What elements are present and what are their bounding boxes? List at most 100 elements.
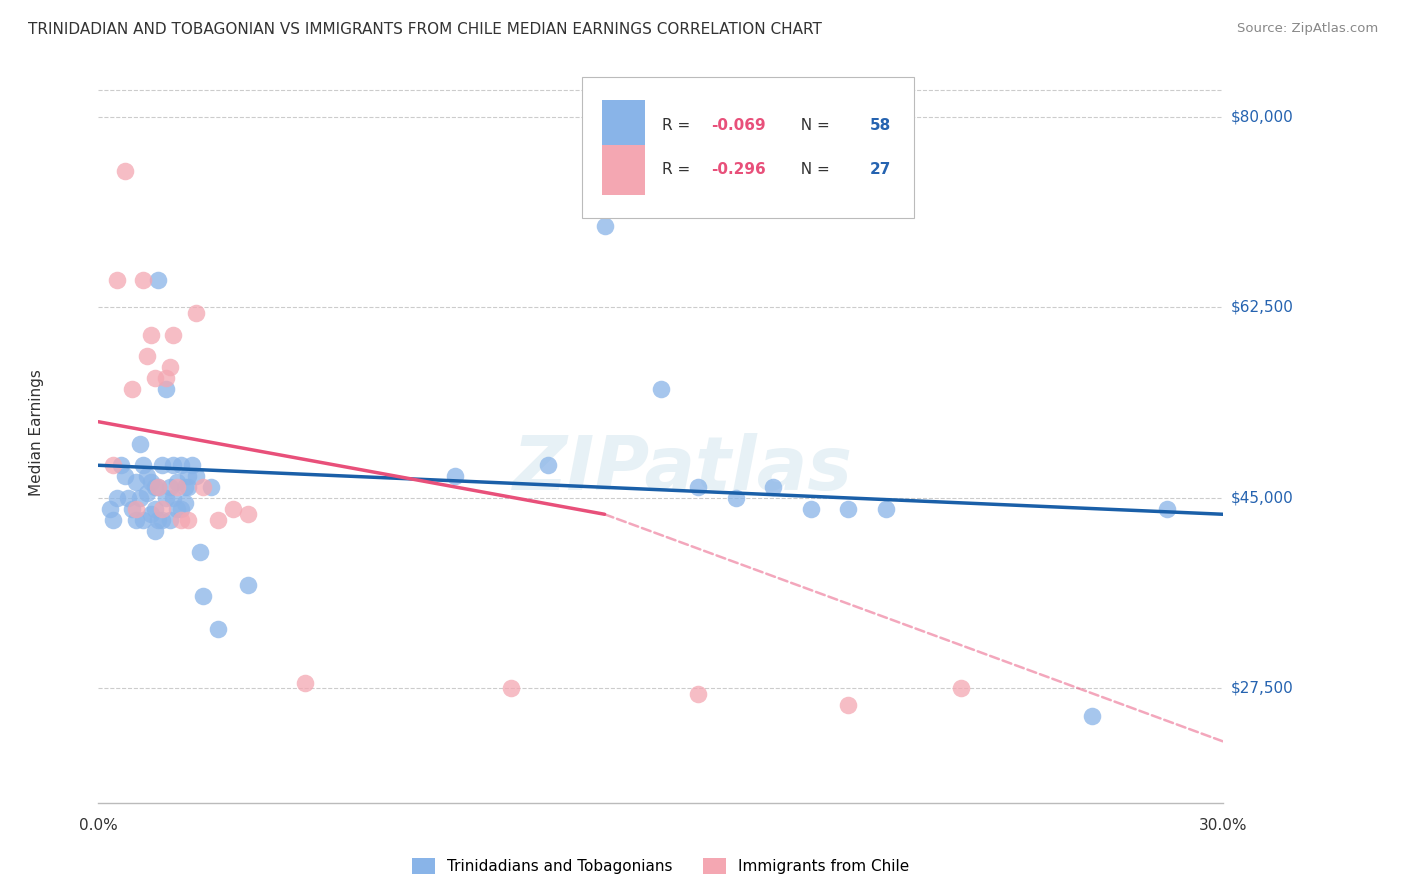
Text: N =: N = [792, 118, 835, 133]
Point [155, 491, 177, 505]
Point [181, 458, 204, 473]
Point [139, 327, 162, 342]
Point [155, 382, 177, 396]
Point [837, 698, 859, 712]
Point [207, 622, 229, 636]
Point [170, 501, 193, 516]
Point [132, 273, 155, 287]
Point [148, 513, 170, 527]
Point [238, 578, 260, 592]
Point [166, 501, 188, 516]
Point [136, 350, 159, 364]
Point [143, 501, 166, 516]
Point [173, 496, 195, 510]
Point [159, 360, 181, 375]
Point [688, 687, 710, 701]
Point [162, 458, 184, 473]
Point [150, 501, 173, 516]
Point [875, 501, 897, 516]
Point [238, 508, 260, 522]
Point [170, 513, 193, 527]
Point [159, 513, 181, 527]
Point [499, 681, 522, 696]
Point [125, 501, 148, 516]
Point [128, 436, 150, 450]
Point [103, 513, 125, 527]
Text: -0.296: -0.296 [711, 162, 766, 178]
Point [105, 273, 128, 287]
Text: 27: 27 [870, 162, 891, 178]
Text: ZIPatlas: ZIPatlas [513, 434, 853, 506]
Point [222, 501, 245, 516]
Point [177, 469, 200, 483]
Point [128, 491, 150, 505]
Point [177, 480, 200, 494]
Point [162, 491, 184, 505]
Point [1156, 501, 1178, 516]
Point [166, 475, 188, 489]
Text: 0.0%: 0.0% [79, 818, 118, 832]
Point [143, 524, 166, 538]
Text: Median Earnings: Median Earnings [30, 369, 44, 496]
Text: R =: R = [662, 118, 695, 133]
Point [148, 480, 170, 494]
Point [162, 327, 184, 342]
Point [443, 469, 465, 483]
Point [132, 513, 155, 527]
Point [688, 480, 710, 494]
Point [184, 306, 207, 320]
Point [1081, 708, 1104, 723]
Point [159, 480, 181, 494]
Point [170, 458, 193, 473]
Point [177, 513, 200, 527]
Point [114, 164, 136, 178]
Point [148, 273, 170, 287]
Point [98, 501, 121, 516]
Text: TRINIDADIAN AND TOBAGONIAN VS IMMIGRANTS FROM CHILE MEDIAN EARNINGS CORRELATION : TRINIDADIAN AND TOBAGONIAN VS IMMIGRANTS… [28, 22, 823, 37]
Point [139, 475, 162, 489]
Point [139, 508, 162, 522]
Point [150, 458, 173, 473]
Point [949, 681, 972, 696]
Text: 58: 58 [870, 118, 891, 133]
Point [193, 480, 215, 494]
Point [121, 382, 143, 396]
Point [150, 513, 173, 527]
Point [121, 501, 143, 516]
Point [136, 485, 159, 500]
Point [200, 480, 222, 494]
Point [143, 480, 166, 494]
FancyBboxPatch shape [582, 78, 914, 218]
Point [837, 501, 859, 516]
Point [800, 501, 823, 516]
Point [132, 458, 155, 473]
Point [155, 371, 177, 385]
Point [143, 371, 166, 385]
Point [294, 676, 316, 690]
Text: N =: N = [792, 162, 835, 178]
Point [125, 475, 148, 489]
Text: $80,000: $80,000 [1230, 110, 1294, 124]
Legend: Trinidadians and Tobagonians, Immigrants from Chile: Trinidadians and Tobagonians, Immigrants… [406, 852, 915, 880]
Text: 30.0%: 30.0% [1199, 818, 1247, 832]
Point [207, 513, 229, 527]
Text: -0.069: -0.069 [711, 118, 766, 133]
Point [117, 491, 139, 505]
Point [136, 469, 159, 483]
Point [114, 469, 136, 483]
Point [650, 382, 672, 396]
Point [110, 458, 132, 473]
Text: R =: R = [662, 162, 695, 178]
Point [537, 458, 560, 473]
Point [184, 469, 207, 483]
Text: $62,500: $62,500 [1230, 300, 1294, 315]
FancyBboxPatch shape [602, 100, 645, 151]
Point [148, 480, 170, 494]
Point [173, 480, 195, 494]
Point [193, 589, 215, 603]
Point [762, 480, 785, 494]
Point [166, 480, 188, 494]
Point [103, 458, 125, 473]
FancyBboxPatch shape [602, 145, 645, 195]
Text: $45,000: $45,000 [1230, 491, 1294, 506]
